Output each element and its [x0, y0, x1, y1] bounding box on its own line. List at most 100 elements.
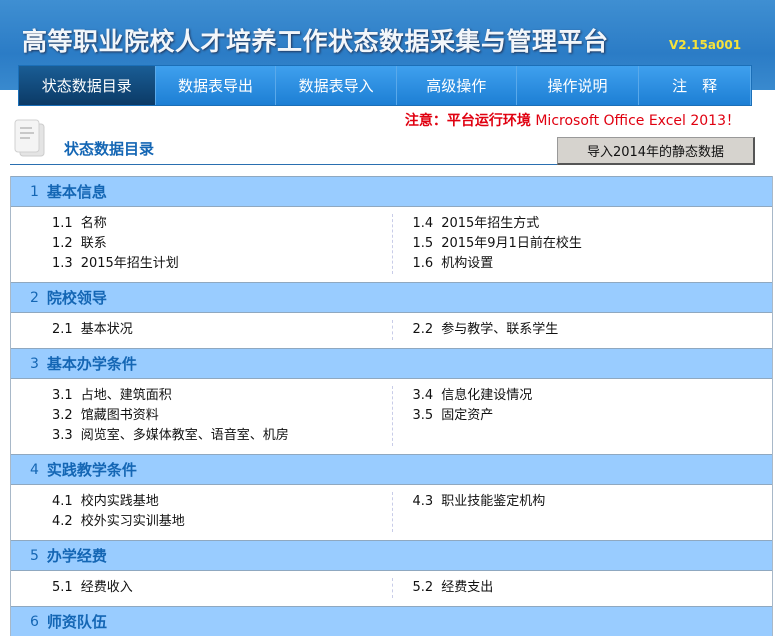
item-number: 2.2: [412, 322, 434, 337]
item-number: 2.1: [52, 322, 73, 337]
title-divider: [10, 164, 566, 165]
catalog-item[interactable]: 5.1 经费收入: [52, 578, 392, 598]
item-label: 机构设置: [441, 256, 494, 271]
item-number: 4.1: [52, 494, 73, 509]
catalog-item[interactable]: 1.5 2015年9月1日前在校生: [413, 234, 773, 254]
item-label: 信息化建设情况: [441, 388, 533, 403]
catalog-item[interactable]: 3.2 馆藏图书资料: [52, 406, 392, 426]
section-number: 2: [30, 289, 39, 306]
tab-3[interactable]: 数据表导入: [276, 66, 397, 105]
item-label: 2015年招生方式: [441, 216, 540, 231]
item-label: 校内实践基地: [80, 494, 159, 509]
item-label: 固定资产: [441, 408, 494, 423]
item-number: 3.5: [412, 408, 434, 423]
tab-5[interactable]: 操作说明: [516, 66, 640, 105]
tab-1[interactable]: 状态数据目录: [19, 66, 156, 105]
column-left: 1.1 名称 1.2 联系 1.3 2015年招生计划: [11, 214, 392, 274]
section-body: 4.1 校内实践基地 4.2 校外实习实训基地 4.3 职业技能鉴定机构: [11, 484, 772, 540]
section-header: 6 师资队伍: [11, 606, 772, 636]
item-label: 2015年9月1日前在校生: [441, 236, 582, 251]
section-title: 院校领导: [46, 289, 107, 307]
item-label: 馆藏图书资料: [80, 408, 159, 423]
column-right: 3.4 信息化建设情况 3.5 固定资产: [391, 386, 773, 446]
item-number: 1.3: [52, 256, 73, 271]
item-number: 1.6: [412, 256, 434, 271]
item-label: 名称: [80, 216, 107, 231]
column-right: 1.4 2015年招生方式 1.5 2015年9月1日前在校生 1.6 机构设置: [391, 214, 773, 274]
item-number: 1.4: [412, 216, 434, 231]
catalog-item[interactable]: 3.4 信息化建设情况: [413, 386, 773, 406]
catalog-item[interactable]: 1.2 联系: [52, 234, 392, 254]
column-left: 3.1 占地、建筑面积 3.2 馆藏图书资料 3.3 阅览室、多媒体教室、语音室、机房: [11, 386, 392, 446]
section-number: 4: [30, 461, 39, 478]
item-label: 2015年招生计划: [80, 256, 179, 271]
catalog-item[interactable]: 1.1 名称: [52, 214, 392, 234]
section-number: 3: [30, 355, 39, 372]
section-body: 2.1 基本状况 2.2 参与教学、联系学生: [11, 312, 772, 348]
section-number: 5: [30, 547, 39, 564]
page-title: 状态数据目录: [64, 140, 155, 158]
catalog-item[interactable]: 1.3 2015年招生计划: [52, 254, 392, 274]
catalog-item[interactable]: 3.1 占地、建筑面积: [52, 386, 392, 406]
item-number: 3.1: [52, 388, 73, 403]
catalog-item[interactable]: 3.5 固定资产: [413, 406, 773, 426]
column-left: 5.1 经费收入: [11, 578, 392, 598]
catalog-item[interactable]: 1.4 2015年招生方式: [413, 214, 773, 234]
column-left: 2.1 基本状况: [11, 320, 392, 340]
section-body: 1.1 名称 1.2 联系 1.3 2015年招生计划 1.4 2015年招生方式 1.5 201…: [11, 206, 772, 282]
tab-6[interactable]: 注 释: [639, 66, 751, 105]
catalog-item[interactable]: 2.2 参与教学、联系学生: [413, 320, 773, 340]
item-number: 4.3: [412, 494, 434, 509]
section-number: 6: [30, 613, 39, 630]
item-label: 校外实习实训基地: [80, 514, 185, 529]
catalog-item[interactable]: 1.6 机构设置: [413, 254, 773, 274]
tab-4[interactable]: 高级操作: [396, 66, 517, 105]
app-title: 高等职业院校人才培养工作状态数据采集与管理平台: [22, 27, 609, 56]
item-label: 经费支出: [441, 580, 494, 595]
section-header: 1 基本信息: [11, 176, 772, 206]
notice-env: Microsoft Office Excel 2013！: [530, 113, 740, 129]
catalog-item[interactable]: 2.1 基本状况: [52, 320, 392, 340]
catalog-item[interactable]: 4.2 校外实习实训基地: [52, 512, 392, 532]
catalog-item[interactable]: 3.3 阅览室、多媒体教室、语音室、机房: [52, 426, 392, 446]
item-label: 参与教学、联系学生: [441, 322, 559, 337]
item-number: 3.2: [52, 408, 73, 423]
tab-2[interactable]: 数据表导出: [155, 66, 277, 105]
item-label: 阅览室、多媒体教室、语音室、机房: [80, 428, 289, 443]
catalog-item[interactable]: 5.2 经费支出: [413, 578, 773, 598]
section-title: 实践教学条件: [46, 461, 137, 479]
item-number: 1.5: [412, 236, 434, 251]
environment-notice: 注意：平台运行环境 Microsoft Office Excel 2013！: [405, 110, 740, 130]
column-right: 4.3 职业技能鉴定机构: [391, 492, 773, 532]
section-number: 1: [30, 183, 39, 200]
section-body: 5.1 经费收入 5.2 经费支出: [11, 570, 772, 606]
section-title: 办学经费: [46, 547, 107, 565]
import-2014-static-data-button[interactable]: 导入2014年的静态数据: [557, 137, 755, 165]
column-right: 2.2 参与教学、联系学生: [391, 320, 773, 340]
item-number: 5.1: [52, 580, 73, 595]
item-number: 1.2: [52, 236, 73, 251]
item-label: 职业技能鉴定机构: [441, 494, 546, 509]
data-catalog: 1 基本信息 1.1 名称 1.2 联系 1.3 2015年招生计划 1.4 2015年招生方式 1…: [10, 176, 773, 636]
document-stack-icon: [14, 119, 45, 157]
section-header: 3 基本办学条件: [11, 348, 772, 378]
section-header: 2 院校领导: [11, 282, 772, 312]
column-right: 5.2 经费支出: [391, 578, 773, 598]
section-title: 师资队伍: [46, 613, 107, 631]
section-title: 基本信息: [46, 183, 107, 201]
item-number: 5.2: [412, 580, 434, 595]
section-header: 4 实践教学条件: [11, 454, 772, 484]
item-label: 占地、建筑面积: [80, 388, 172, 403]
notice-prefix: 注意：平台运行环境: [404, 113, 531, 129]
catalog-item[interactable]: 4.3 职业技能鉴定机构: [413, 492, 773, 512]
item-number: 4.2: [52, 514, 73, 529]
item-label: 经费收入: [80, 580, 133, 595]
section-body: 3.1 占地、建筑面积 3.2 馆藏图书资料 3.3 阅览室、多媒体教室、语音室、机房 3.…: [11, 378, 772, 454]
item-number: 3.3: [52, 428, 73, 443]
section-title: 基本办学条件: [46, 355, 137, 373]
section-header: 5 办学经费: [11, 540, 772, 570]
version-label: V2.15a001: [669, 38, 742, 52]
main-nav: 状态数据目录 数据表导出 数据表导入 高级操作 操作说明注 释: [18, 65, 752, 106]
catalog-item[interactable]: 4.1 校内实践基地: [52, 492, 392, 512]
item-label: 基本状况: [80, 322, 133, 337]
